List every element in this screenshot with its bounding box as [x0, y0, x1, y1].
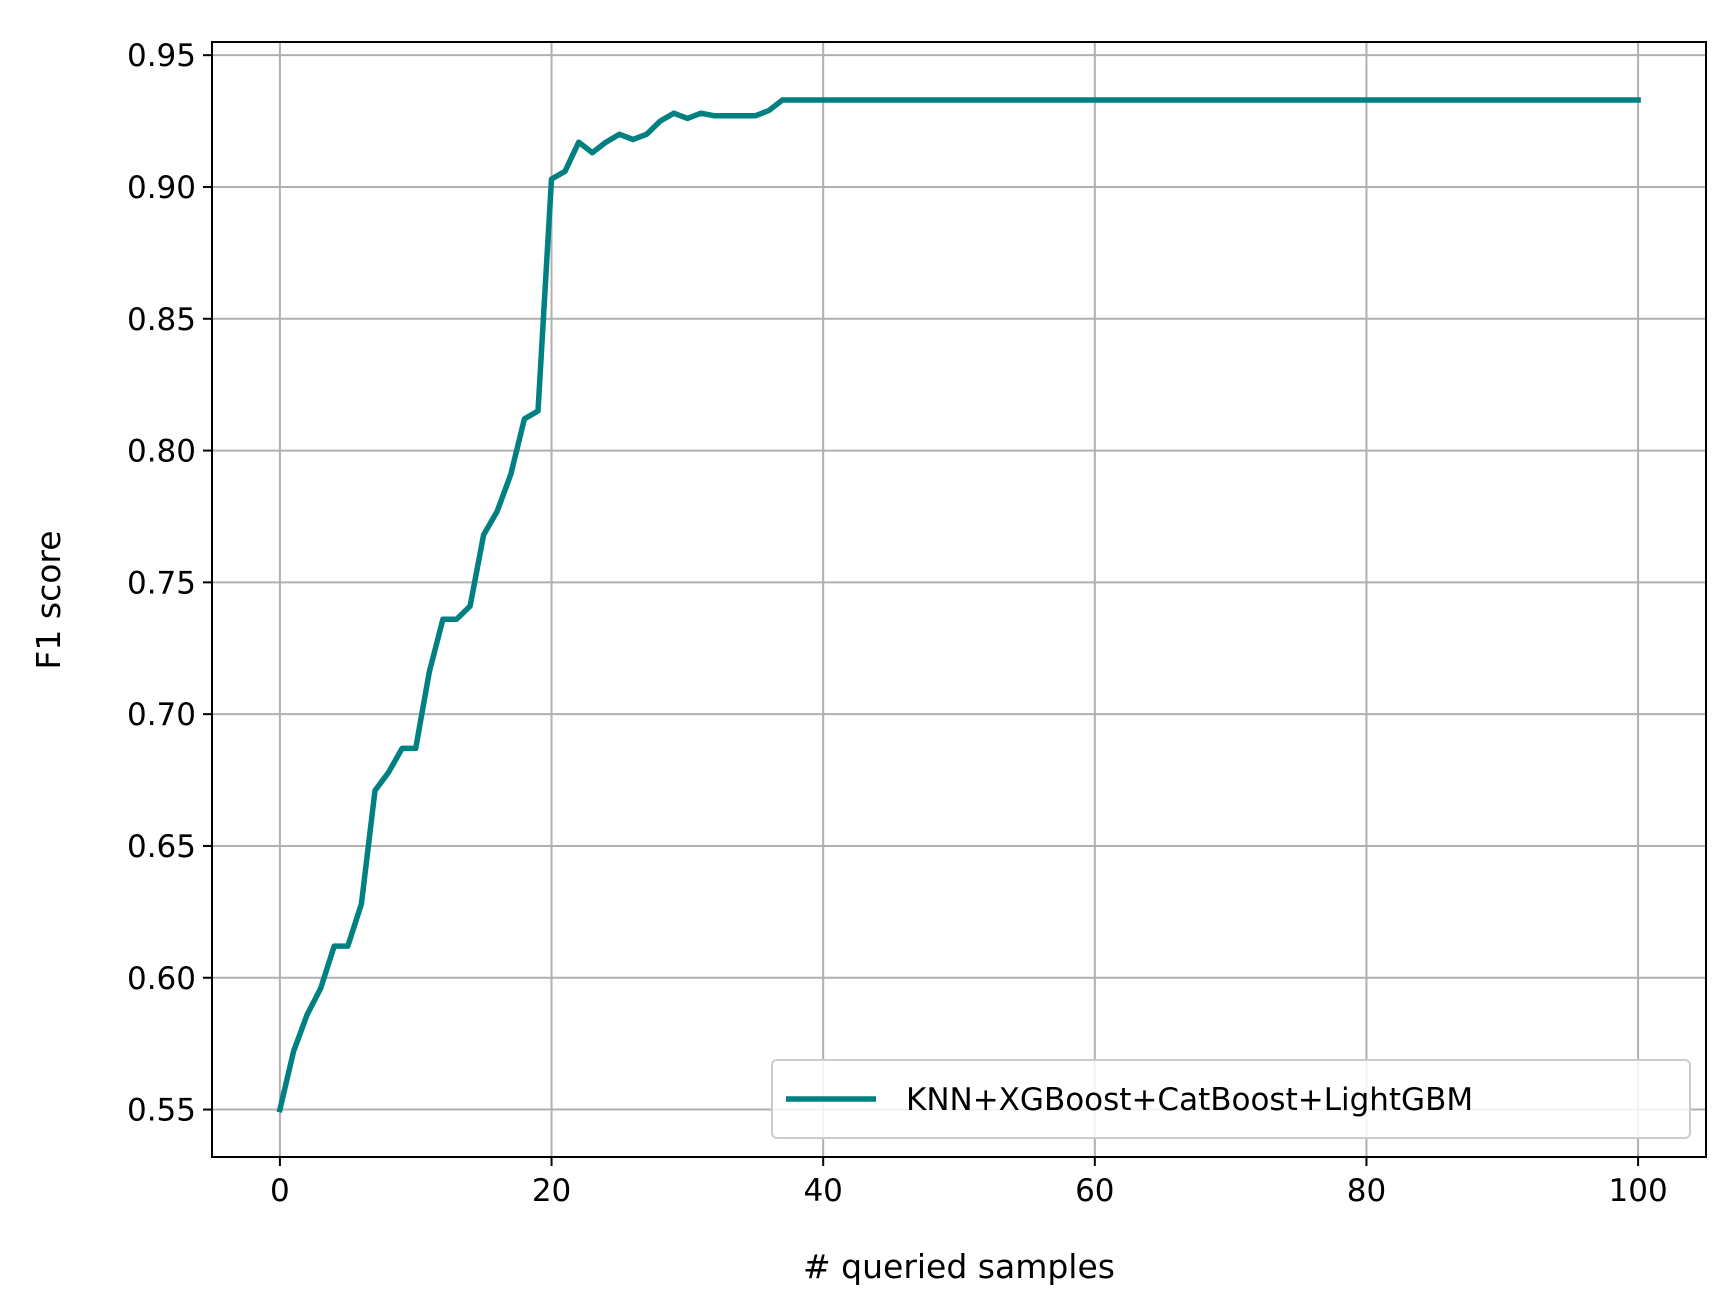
- legend: KNN+XGBoost+CatBoost+LightGBM: [771, 1059, 1691, 1139]
- legend-box: [771, 1059, 1691, 1139]
- y-tick-label: 0.95: [127, 38, 196, 74]
- y-axis-label: F1 score: [29, 530, 68, 669]
- grid-lines: [212, 42, 1706, 1157]
- y-tick-label: 0.65: [127, 829, 196, 865]
- y-tick-label: 0.55: [127, 1093, 196, 1129]
- x-tick-label: 60: [1075, 1173, 1114, 1209]
- x-tick-label: 20: [532, 1173, 571, 1209]
- axis-ticks: 0 20 40 60 80 100 0.55 0.60 0.65 0.70 0.75 0.80 0.85…: [127, 38, 1668, 1209]
- y-tick-label: 0.60: [127, 961, 196, 997]
- y-tick-label: 0.70: [127, 697, 196, 733]
- x-tick-label: 100: [1609, 1173, 1668, 1209]
- x-tick-label: 40: [803, 1173, 842, 1209]
- y-tick-label: 0.85: [127, 302, 196, 338]
- y-tick-label: 0.90: [127, 170, 196, 206]
- legend-label: KNN+XGBoost+CatBoost+LightGBM: [906, 1082, 1473, 1118]
- plot-frame: [211, 41, 1707, 1158]
- series-layer: [276, 97, 1641, 1113]
- x-axis-label: # queried samples: [803, 1247, 1115, 1286]
- y-tick-label: 0.80: [127, 434, 196, 470]
- x-tick-label: 80: [1347, 1173, 1386, 1209]
- series-line: [276, 97, 1641, 1113]
- y-tick-label: 0.75: [127, 565, 196, 601]
- x-tick-label: 0: [270, 1173, 290, 1209]
